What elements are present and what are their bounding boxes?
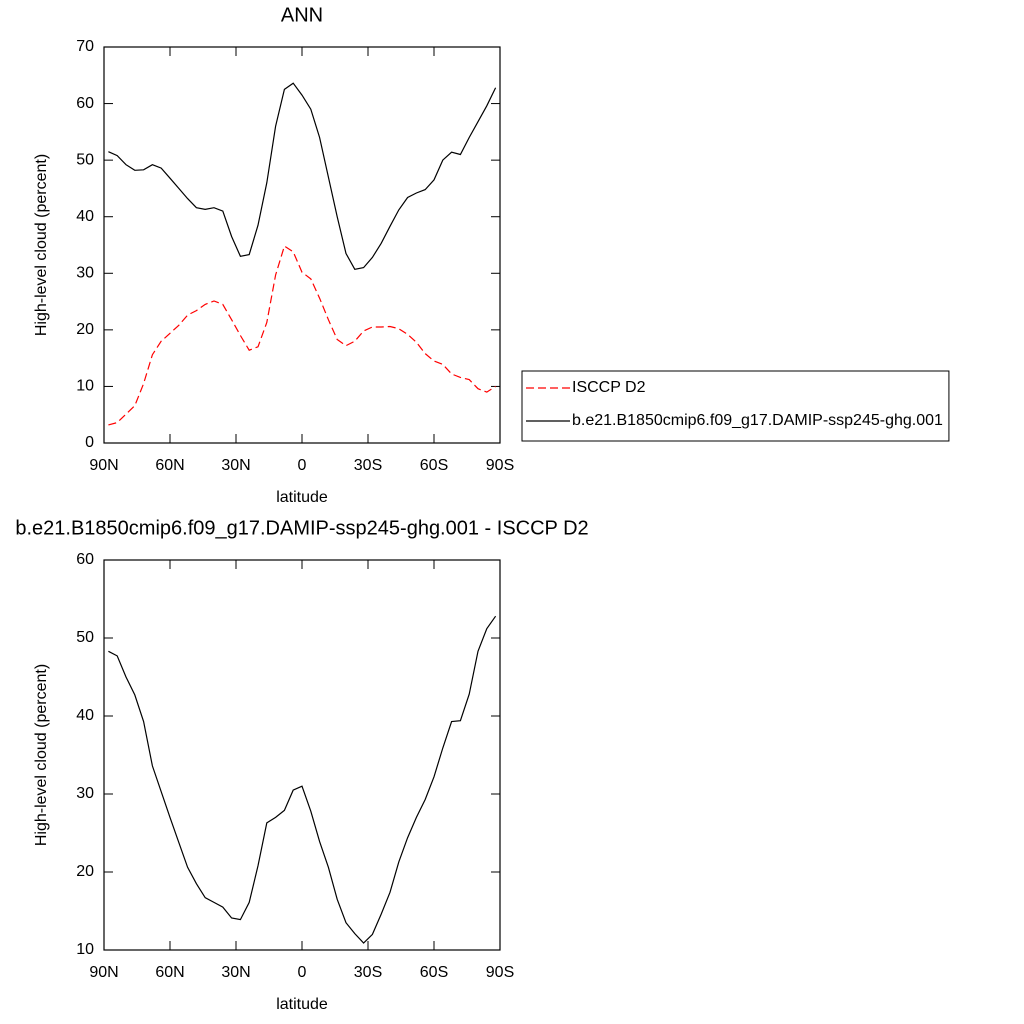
y-tick-label: 60 bbox=[76, 551, 94, 568]
x-tick-label: 30N bbox=[221, 964, 250, 981]
legend: ISCCP D2 b.e21.B1850cmip6.f09_g17.DAMIP-s… bbox=[521, 370, 950, 442]
y-tick-label: 20 bbox=[76, 863, 94, 880]
x-tick-label: 0 bbox=[298, 964, 307, 981]
data-line bbox=[108, 245, 496, 426]
legend-label: ISCCP D2 bbox=[572, 379, 646, 396]
y-axis-label: High-level cloud (percent) bbox=[33, 154, 50, 336]
x-tick-label: 90N bbox=[89, 964, 118, 981]
x-axis-label: latitude bbox=[276, 489, 328, 506]
y-tick-label: 30 bbox=[76, 785, 94, 802]
legend-frame bbox=[521, 370, 950, 442]
x-axis-label: latitude bbox=[276, 996, 328, 1013]
chart-title: ANN bbox=[281, 4, 323, 26]
legend-label: b.e21.B1850cmip6.f09_g17.DAMIP-ssp245-gh… bbox=[572, 412, 943, 429]
x-tick-label: 30S bbox=[354, 964, 382, 981]
data-line bbox=[108, 82, 497, 270]
y-tick-label: 70 bbox=[76, 38, 94, 55]
x-tick-label: 60N bbox=[155, 457, 184, 474]
x-tick-label: 30S bbox=[354, 457, 382, 474]
y-tick-label: 30 bbox=[76, 265, 94, 282]
y-tick-label: 20 bbox=[76, 321, 94, 338]
y-axis-label: High-level cloud (percent) bbox=[33, 664, 50, 846]
y-tick-label: 0 bbox=[85, 434, 94, 451]
chart-title: b.e21.B1850cmip6.f09_g17.DAMIP-ssp245-gh… bbox=[15, 517, 588, 539]
x-tick-label: 60S bbox=[420, 964, 448, 981]
y-tick-label: 50 bbox=[76, 151, 94, 168]
y-tick-label: 10 bbox=[76, 378, 94, 395]
plot-frame bbox=[103, 559, 501, 951]
x-tick-label: 60N bbox=[155, 964, 184, 981]
plot-frame bbox=[103, 46, 501, 444]
x-tick-label: 90S bbox=[486, 964, 514, 981]
x-tick-label: 0 bbox=[298, 457, 307, 474]
x-tick-label: 30N bbox=[221, 457, 250, 474]
y-tick-label: 10 bbox=[76, 941, 94, 958]
y-tick-label: 40 bbox=[76, 707, 94, 724]
y-tick-label: 40 bbox=[76, 208, 94, 225]
x-tick-label: 90N bbox=[89, 457, 118, 474]
y-tick-label: 60 bbox=[76, 95, 94, 112]
x-tick-label: 60S bbox=[420, 457, 448, 474]
y-tick-label: 50 bbox=[76, 629, 94, 646]
data-line bbox=[108, 615, 497, 944]
x-tick-label: 90S bbox=[486, 457, 514, 474]
